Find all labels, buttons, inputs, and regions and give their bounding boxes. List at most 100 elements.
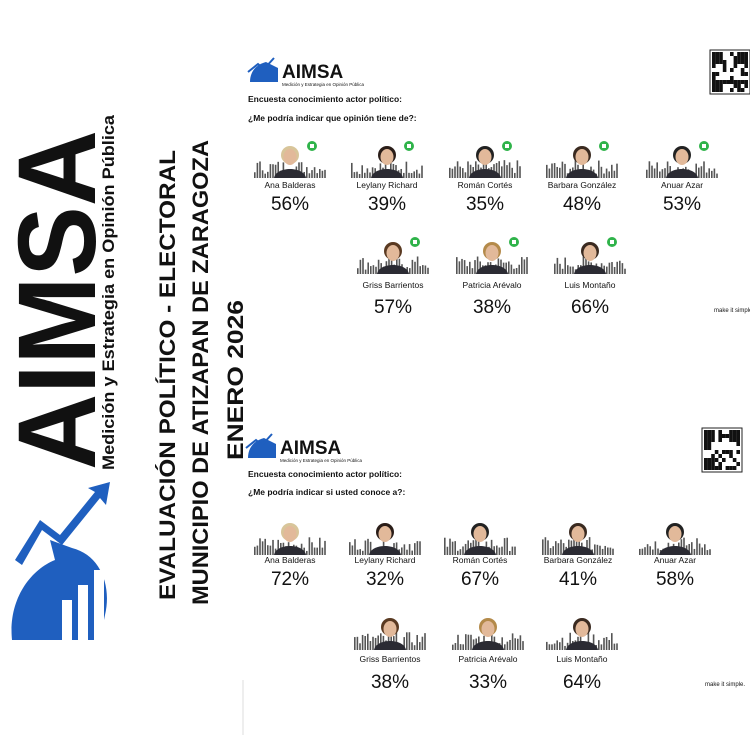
waveform-bar bbox=[716, 173, 718, 178]
waveform-bar bbox=[476, 256, 479, 274]
qr-cell bbox=[707, 438, 712, 442]
waveform-bar bbox=[406, 549, 408, 555]
waveform-bar bbox=[657, 548, 659, 555]
waveform-bar bbox=[559, 167, 561, 178]
waveform-bar bbox=[608, 171, 610, 178]
candidate-name: Griss Barrientos bbox=[363, 280, 424, 290]
portrait-body bbox=[464, 546, 496, 555]
candidate-percent: 64% bbox=[563, 672, 601, 693]
candidate-card: Ana Balderas 72% bbox=[254, 523, 326, 590]
waveform-bar bbox=[366, 168, 369, 178]
candidate-card: Griss Barrientos 38% bbox=[354, 618, 426, 693]
waveform-bar bbox=[414, 543, 416, 555]
waveform-bar bbox=[371, 167, 374, 178]
waveform-bar bbox=[596, 544, 599, 555]
waveform-bar bbox=[466, 266, 468, 274]
waveform-bar bbox=[609, 547, 612, 555]
waveform-bar bbox=[693, 548, 696, 555]
waveform-bar bbox=[542, 539, 544, 555]
qr-cell bbox=[737, 80, 741, 84]
waveform-bar bbox=[400, 168, 402, 178]
waveform-bar bbox=[403, 172, 405, 178]
waveform-bar bbox=[324, 540, 326, 555]
waveform-bar bbox=[549, 548, 552, 555]
portrait-face bbox=[283, 526, 297, 542]
waveform-bar bbox=[465, 634, 467, 650]
portrait-body bbox=[377, 265, 409, 274]
portrait-face bbox=[380, 149, 394, 165]
waveform-bar bbox=[401, 547, 403, 555]
waveform-bar bbox=[364, 172, 366, 178]
waveform-bar bbox=[511, 167, 513, 178]
candidate-card: Luis Montaño 66% bbox=[554, 237, 626, 318]
waveform-bar bbox=[449, 538, 451, 555]
waveform-bar bbox=[711, 170, 713, 178]
waveform-bar bbox=[306, 167, 308, 178]
qr-cell bbox=[719, 52, 723, 56]
qr-cell bbox=[715, 88, 720, 92]
waveform-bar bbox=[705, 172, 708, 178]
waveform-bar bbox=[467, 634, 470, 650]
waveform-bar bbox=[556, 166, 558, 178]
waveform-bar bbox=[462, 644, 464, 650]
candidate-percent: 72% bbox=[271, 569, 309, 590]
waveform-bar bbox=[604, 545, 606, 555]
qr-cell bbox=[725, 434, 730, 438]
candidate-percent: 41% bbox=[559, 569, 597, 590]
qr-cell bbox=[707, 434, 712, 438]
waveform-bar bbox=[408, 544, 411, 555]
qr-cell bbox=[730, 80, 734, 84]
waveform-bar bbox=[377, 635, 379, 650]
qr-cell bbox=[736, 430, 740, 434]
like-icon bbox=[505, 144, 509, 148]
like-icon bbox=[512, 240, 516, 244]
candidate-name: Román Cortés bbox=[458, 180, 513, 190]
waveform-bar bbox=[411, 642, 413, 650]
waveform-bar bbox=[259, 538, 261, 555]
waveform-bar bbox=[557, 543, 560, 555]
waveform-bar bbox=[359, 259, 362, 274]
portrait-body bbox=[566, 169, 598, 178]
waveform-bar bbox=[586, 539, 588, 555]
waveform-bar bbox=[269, 164, 272, 178]
candidate-card: Leylany Richard 39% bbox=[351, 141, 423, 215]
waveform-bar bbox=[364, 269, 367, 274]
waveform-bar bbox=[364, 636, 366, 650]
waveform-bar bbox=[698, 167, 700, 178]
waveform-bar bbox=[568, 539, 570, 555]
portrait-face bbox=[481, 621, 495, 637]
qr-cell bbox=[704, 434, 708, 438]
waveform-bar bbox=[313, 547, 316, 555]
portrait-face bbox=[575, 621, 589, 637]
logo-knight bbox=[248, 438, 276, 458]
waveform-bar bbox=[572, 266, 574, 274]
qr-cell bbox=[737, 84, 741, 88]
waveform-bar bbox=[501, 637, 503, 650]
candidate-card: Barbara González 48% bbox=[546, 141, 618, 215]
waveform-bar bbox=[661, 169, 664, 178]
qr-cell bbox=[712, 64, 716, 68]
logo-knight bbox=[250, 62, 278, 82]
waveform-bar bbox=[698, 543, 701, 555]
waveform-bar bbox=[646, 544, 649, 555]
waveform-bar bbox=[357, 268, 359, 274]
qr-cell bbox=[729, 434, 733, 438]
qr-cell bbox=[736, 438, 740, 442]
waveform-bar bbox=[474, 260, 476, 274]
waveform-bar bbox=[421, 165, 423, 178]
waveform-bar bbox=[607, 547, 609, 555]
candidate-card: Román Cortés 35% bbox=[449, 141, 521, 215]
qr-cell bbox=[740, 72, 745, 76]
qr-cell bbox=[729, 450, 733, 454]
qr-cell bbox=[736, 442, 740, 446]
waveform-bar bbox=[526, 257, 528, 274]
waveform-bar bbox=[356, 171, 358, 178]
waveform-bar bbox=[361, 165, 363, 178]
waveform-bar bbox=[552, 546, 554, 555]
qr-cell bbox=[707, 446, 712, 450]
qr-cell bbox=[719, 80, 723, 84]
waveform-bar bbox=[548, 644, 551, 650]
waveform-bar bbox=[418, 173, 421, 178]
portrait-face bbox=[383, 621, 397, 637]
qr-cell bbox=[718, 438, 722, 442]
